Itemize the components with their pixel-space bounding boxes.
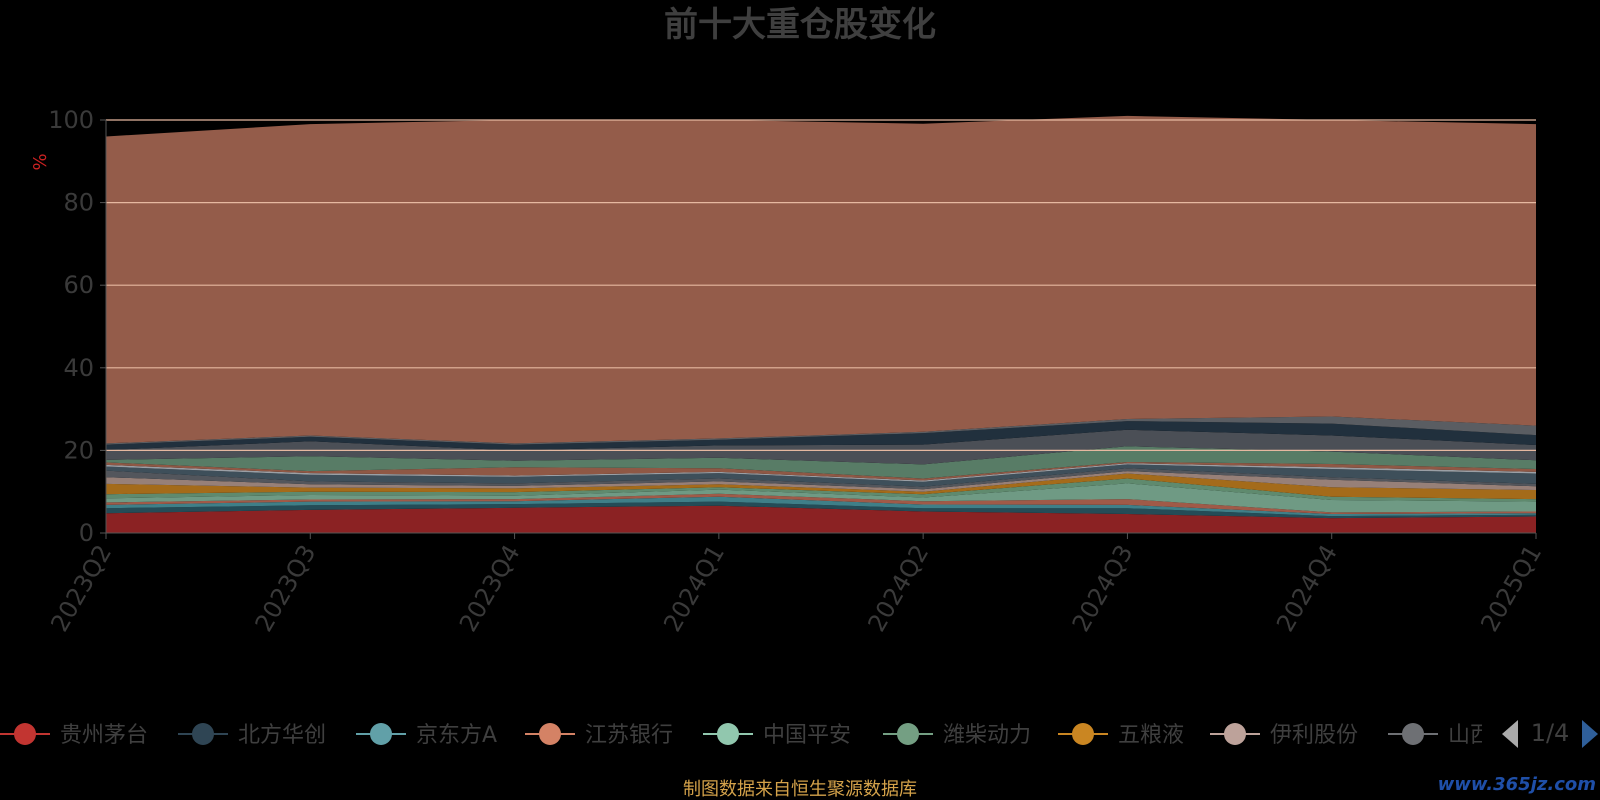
legend-label: 山西汾酒 (1448, 723, 1536, 748)
legend-marker-icon (1072, 723, 1094, 745)
legend-label: 中国平安 (763, 723, 851, 748)
legend-label: 江苏银行 (585, 723, 673, 748)
area-贵州茅台 (106, 505, 1536, 533)
legend-item[interactable]: 贵州茅台 (0, 723, 148, 748)
area-series-16 (106, 416, 1536, 445)
area-潍柴动力 (106, 478, 1536, 502)
x-tick-label: 2023Q4 (454, 540, 526, 636)
legend-page-indicator: 1/4 (1531, 719, 1570, 747)
y-tick-label: 20 (63, 436, 94, 464)
legend-item[interactable]: 京东方A (356, 723, 497, 748)
legend-item[interactable]: 中国平安 (703, 723, 851, 748)
legend-prev-page-icon[interactable] (1502, 720, 1518, 748)
x-tick-label: 2024Q2 (862, 540, 934, 636)
legend-label: 京东方A (416, 723, 497, 748)
area-series-13 (106, 446, 1536, 479)
y-tick-label: 0 (79, 519, 94, 547)
legend-marker-icon (370, 723, 392, 745)
area-series-17 (106, 115, 1536, 444)
legend-marker-icon (192, 723, 214, 745)
legend-marker-icon (897, 723, 919, 745)
area-江苏银行 (106, 493, 1536, 514)
area-京东方A (106, 496, 1536, 517)
y-axis: 0 20 40 60 80 100 (48, 106, 107, 547)
data-source-note: 制图数据来自恒生聚源数据库 (683, 779, 917, 800)
legend-marker-icon (539, 723, 561, 745)
legend-marker-icon (1224, 723, 1246, 745)
legend-next-page-icon[interactable] (1582, 720, 1598, 748)
y-tick-label: 80 (63, 189, 94, 217)
x-tick-label: 2025Q1 (1475, 540, 1547, 636)
area-山西汾酒 (106, 468, 1536, 490)
area-五粮液 (106, 473, 1536, 500)
legend-item[interactable]: 山西汾酒 (1388, 723, 1536, 748)
legend-item[interactable]: 江苏银行 (525, 723, 673, 748)
y-tick-label: 100 (48, 106, 94, 134)
x-tick-label: 2023Q2 (45, 540, 117, 636)
x-tick-label: 2023Q3 (250, 540, 322, 636)
legend-label: 贵州茅台 (60, 723, 148, 748)
legend-item[interactable]: 伊利股份 (1210, 723, 1358, 748)
area-series-14 (106, 429, 1536, 465)
chart-title: 前十大重仓股变化 (664, 5, 936, 45)
x-tick-label: 2024Q4 (1271, 540, 1343, 636)
legend-label: 伊利股份 (1270, 723, 1358, 748)
legend-item[interactable]: 北方华创 (178, 723, 326, 748)
area-series-group (106, 115, 1536, 533)
y-tick-label: 40 (63, 354, 94, 382)
legend-label: 北方华创 (238, 723, 326, 748)
area-series-10 (106, 464, 1536, 487)
legend-item[interactable]: 五粮液 (1058, 723, 1184, 748)
area-中国平安 (106, 483, 1536, 513)
legend-marker-icon (717, 723, 739, 745)
legend-marker-icon (1402, 723, 1424, 745)
watermark: www.365jz.com (1438, 774, 1596, 795)
legend-item[interactable]: 潍柴动力 (883, 723, 1031, 748)
legend: 贵州茅台 北方华创 京东方A 江苏银行 中国平安 潍柴动力 五粮液 伊利股份 山西汾酒 (0, 723, 1536, 748)
x-tick-label: 2024Q3 (1067, 540, 1139, 636)
area-北方华创 (106, 501, 1536, 519)
x-axis: 2023Q2 2023Q3 2023Q4 2024Q1 2024Q2 2024Q3 2024… (45, 532, 1547, 636)
area-伊利股份 (106, 471, 1536, 492)
x-tick-label: 2024Q1 (658, 540, 730, 636)
legend-label: 五粮液 (1118, 723, 1184, 748)
legend-marker-icon (14, 723, 36, 745)
y-tick-label: 60 (63, 271, 94, 299)
grid-lines (106, 119, 1536, 451)
y-axis-label: % (30, 153, 51, 170)
area-series-12 (106, 462, 1536, 481)
legend-label: 潍柴动力 (943, 723, 1031, 748)
legend-pager: 1/4 (1502, 719, 1598, 748)
area-series-15 (106, 421, 1536, 451)
